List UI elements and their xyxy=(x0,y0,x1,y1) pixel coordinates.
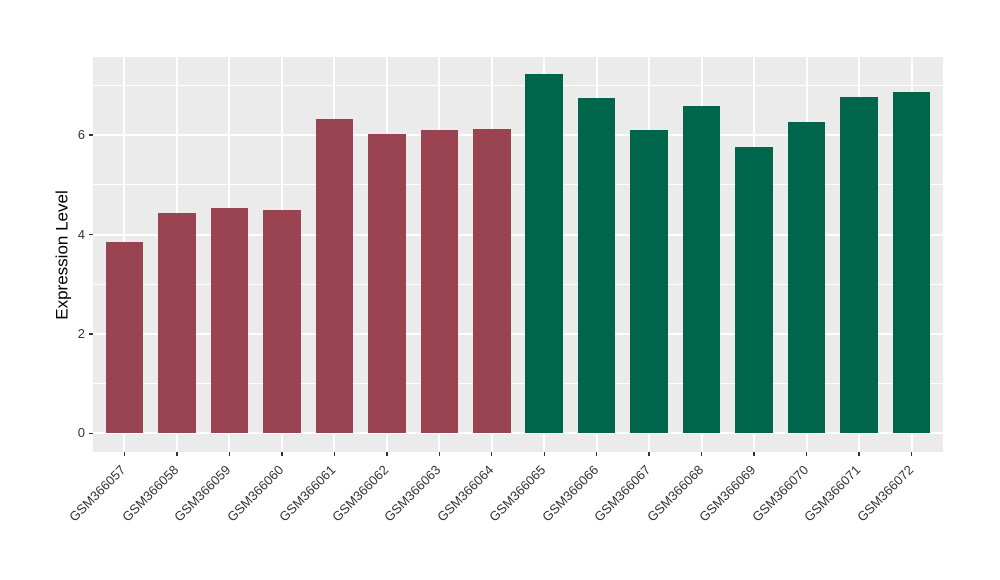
x-tick-mark xyxy=(333,452,336,456)
x-tick-mark xyxy=(543,452,545,456)
x-tick-mark xyxy=(648,452,650,456)
x-tick-mark xyxy=(805,452,808,456)
x-tick-mark xyxy=(386,452,388,456)
x-tick-mark xyxy=(123,452,126,456)
major-gridline xyxy=(93,332,943,335)
bar-GSM366060 xyxy=(263,210,301,434)
bar-GSM366059 xyxy=(210,207,249,434)
major-gridline xyxy=(93,432,943,435)
y-tick-label: 6 xyxy=(77,127,85,143)
bar-GSM366065 xyxy=(525,74,563,434)
bar-GSM366061 xyxy=(315,119,354,434)
bar-GSM366063 xyxy=(420,130,459,434)
bar-GSM366066 xyxy=(577,97,616,434)
x-tick-mark xyxy=(596,452,598,456)
plot-panel xyxy=(93,57,943,452)
x-tick-mark xyxy=(491,452,493,456)
bar-GSM366068 xyxy=(682,106,721,434)
bar-GSM366057 xyxy=(105,241,144,434)
minor-gridline xyxy=(93,283,943,285)
x-tick-mark xyxy=(753,452,755,456)
x-tick-mark xyxy=(910,452,913,456)
x-tick-mark xyxy=(281,452,283,456)
y-tick-mark xyxy=(89,333,93,335)
y-tick-label: 4 xyxy=(77,226,85,242)
x-tick-mark xyxy=(228,452,231,456)
y-tick-mark xyxy=(89,233,93,236)
major-gridline xyxy=(93,233,943,236)
bar-GSM366067 xyxy=(630,129,668,434)
bar-GSM366062 xyxy=(368,133,406,434)
bar-GSM366070 xyxy=(787,121,826,434)
x-tick-mark xyxy=(858,452,860,456)
minor-gridline xyxy=(93,184,943,186)
y-tick-mark xyxy=(89,432,93,434)
y-axis-title-text: Expression Level xyxy=(53,189,72,320)
minor-gridline xyxy=(93,383,943,385)
bar-GSM366069 xyxy=(735,147,773,434)
bar-GSM366064 xyxy=(473,129,511,434)
bar-GSM366072 xyxy=(892,91,931,434)
y-tick-label: 0 xyxy=(77,425,85,441)
y-tick-mark xyxy=(89,134,93,136)
major-gridline xyxy=(93,134,943,137)
y-axis-title: Expression Level xyxy=(50,57,76,452)
minor-gridline xyxy=(93,84,943,86)
x-tick-mark xyxy=(176,452,178,456)
x-tick-mark xyxy=(438,452,440,456)
y-tick-label: 2 xyxy=(77,325,85,341)
bar-GSM366071 xyxy=(840,96,878,434)
bar-GSM366058 xyxy=(158,212,196,434)
x-tick-mark xyxy=(700,452,703,456)
